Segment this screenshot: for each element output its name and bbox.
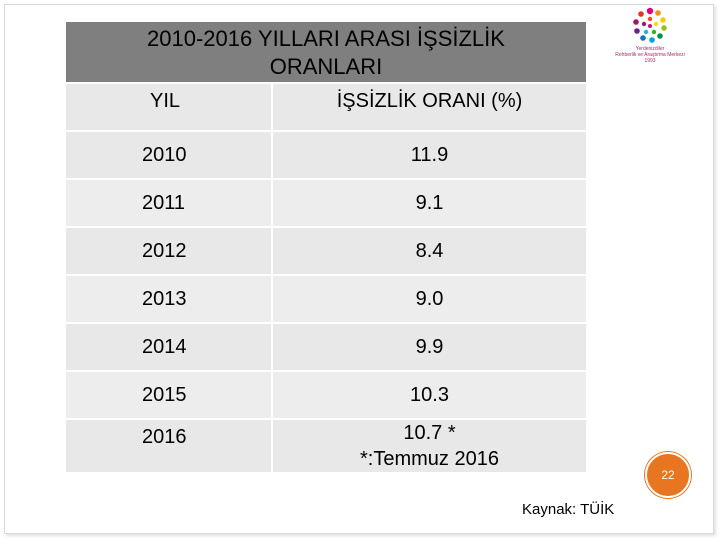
year-cell: 2012 <box>66 228 271 274</box>
title-line-2: ORANLARI <box>269 54 383 79</box>
table-row: 2015 10.3 <box>66 372 586 418</box>
logo-caption: Yerdenizdiler Rehberlik ve Araştırma Mer… <box>600 46 700 64</box>
rate-cell: 10.3 <box>273 372 586 418</box>
table-row: 2013 9.0 <box>66 276 586 322</box>
year-cell: 2011 <box>66 180 271 226</box>
year-cell: 2010 <box>66 132 271 178</box>
header-year: YIL <box>66 84 271 130</box>
table-row: 2014 9.9 <box>66 324 586 370</box>
year-cell: 2013 <box>66 276 271 322</box>
rate-cell: 10.7 * *:Temmuz 2016 <box>273 420 586 472</box>
logo-text-line-3: 1993 <box>644 58 656 64</box>
rate-cell: 9.1 <box>273 180 586 226</box>
title-line-1: 2010-2016 YILLARI ARASI İŞSİZLİK <box>147 26 505 51</box>
rate-footnote: *:Temmuz 2016 <box>360 448 499 470</box>
rate-cell: 11.9 <box>273 132 586 178</box>
rate-cell: 9.9 <box>273 324 586 370</box>
rate-cell: 8.4 <box>273 228 586 274</box>
logo-text-line-2: Rehberlik ve Araştırma Merkezi <box>615 52 685 58</box>
year-cell: 2015 <box>66 372 271 418</box>
table-row: 2012 8.4 <box>66 228 586 274</box>
page-number-badge: 22 <box>645 452 691 498</box>
logo-text-line-1: Yerdenizdiler <box>635 46 665 52</box>
table-row: 2010 11.9 <box>66 132 586 178</box>
year-cell: 2016 <box>66 420 271 472</box>
slide-frame <box>4 4 714 534</box>
table-row: 2016 10.7 * *:Temmuz 2016 <box>66 420 586 472</box>
rate-cell: 9.0 <box>273 276 586 322</box>
flower-logo-icon <box>633 7 667 43</box>
source-note: Kaynak: TÜİK <box>522 501 615 518</box>
slide-title: 2010-2016 YILLARI ARASI İŞSİZLİK ORANLAR… <box>66 22 586 82</box>
table-row: 2011 9.1 <box>66 180 586 226</box>
year-cell: 2014 <box>66 324 271 370</box>
organization-logo <box>610 4 690 68</box>
rate-value: 10.7 * <box>403 422 456 444</box>
header-rate: İŞSİZLİK ORANI (%) <box>273 84 586 130</box>
table-header-row: YIL İŞSİZLİK ORANI (%) <box>66 84 586 130</box>
unemployment-table: YIL İŞSİZLİK ORANI (%) 2010 11.9 2011 9.… <box>66 84 586 474</box>
